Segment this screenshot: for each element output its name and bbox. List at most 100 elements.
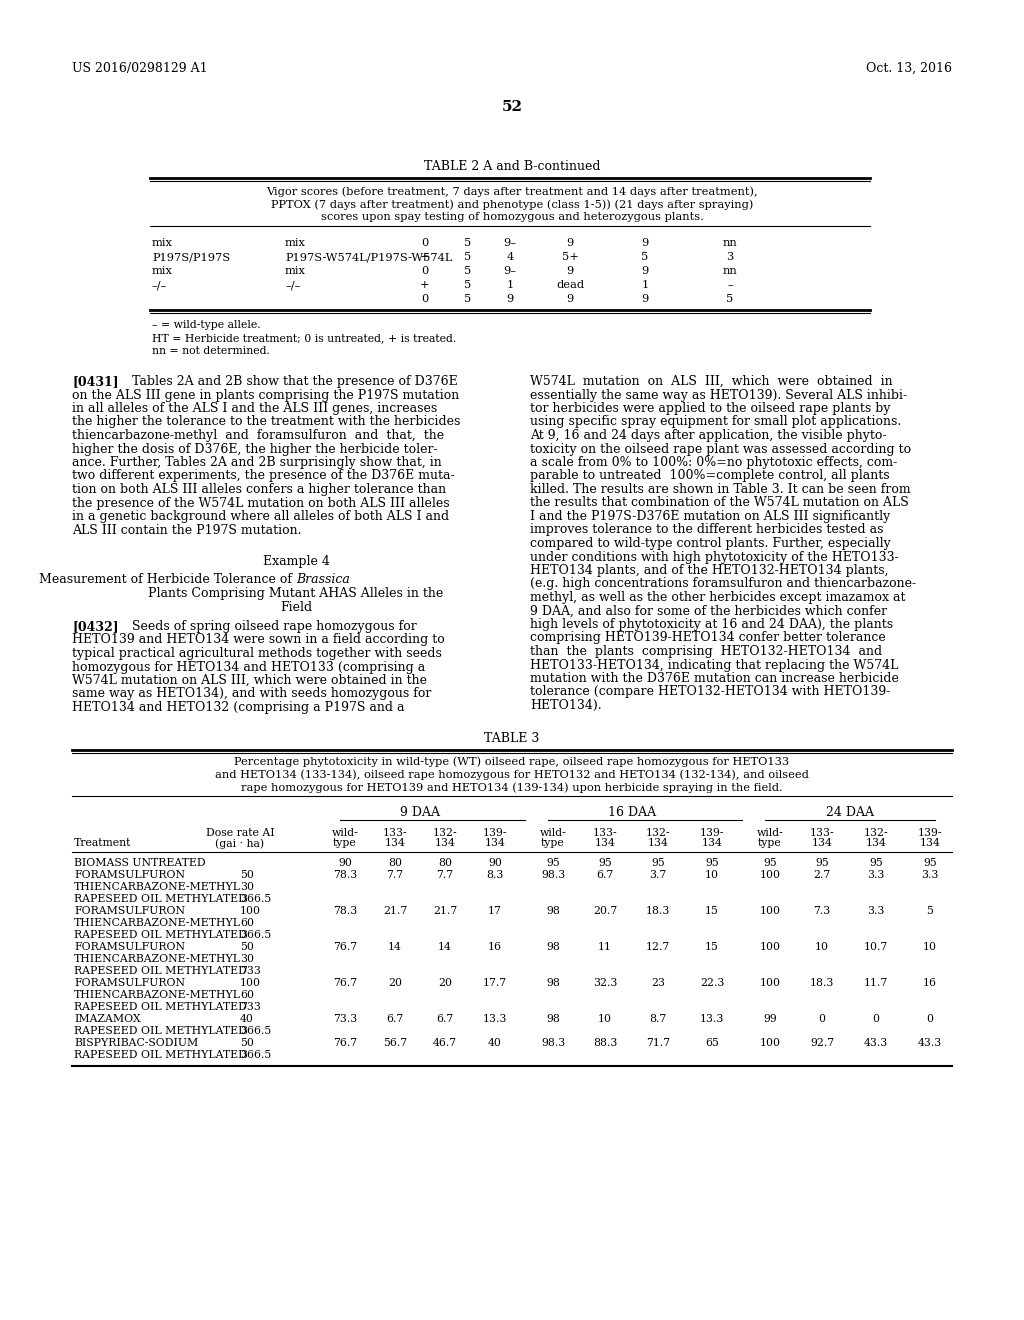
Text: than  the  plants  comprising  HETO132-HETO134  and: than the plants comprising HETO132-HETO1… bbox=[530, 645, 882, 657]
Text: 56.7: 56.7 bbox=[383, 1038, 408, 1048]
Text: FORAMSULFURON: FORAMSULFURON bbox=[74, 870, 185, 879]
Text: FORAMSULFURON: FORAMSULFURON bbox=[74, 941, 185, 952]
Text: 24 DAA: 24 DAA bbox=[826, 805, 874, 818]
Text: Oct. 13, 2016: Oct. 13, 2016 bbox=[866, 62, 952, 75]
Text: 71.7: 71.7 bbox=[646, 1038, 670, 1048]
Text: 76.7: 76.7 bbox=[333, 978, 357, 987]
Text: 5: 5 bbox=[464, 294, 472, 304]
Text: 5: 5 bbox=[464, 267, 472, 276]
Text: 134: 134 bbox=[434, 838, 456, 849]
Text: THIENCARBAZONE-METHYL: THIENCARBAZONE-METHYL bbox=[74, 882, 241, 891]
Text: 60: 60 bbox=[240, 917, 254, 928]
Text: THIENCARBAZONE-METHYL: THIENCARBAZONE-METHYL bbox=[74, 953, 241, 964]
Text: HETO139 and HETO134 were sown in a field according to: HETO139 and HETO134 were sown in a field… bbox=[72, 634, 444, 647]
Text: 733: 733 bbox=[240, 965, 261, 975]
Text: P197S-W574L/P197S-W574L: P197S-W574L/P197S-W574L bbox=[285, 252, 453, 261]
Text: 98.3: 98.3 bbox=[541, 870, 565, 879]
Text: 134: 134 bbox=[385, 838, 406, 849]
Text: RAPESEED OIL METHYLATED: RAPESEED OIL METHYLATED bbox=[74, 929, 247, 940]
Text: 6.7: 6.7 bbox=[436, 1014, 454, 1023]
Text: 17: 17 bbox=[488, 906, 502, 916]
Text: 100: 100 bbox=[760, 906, 780, 916]
Text: Seeds of spring oilseed rape homozygous for: Seeds of spring oilseed rape homozygous … bbox=[120, 620, 417, 634]
Text: toxicity on the oilseed rape plant was assessed according to: toxicity on the oilseed rape plant was a… bbox=[530, 442, 911, 455]
Text: 50: 50 bbox=[240, 941, 254, 952]
Text: 60: 60 bbox=[240, 990, 254, 999]
Text: 98: 98 bbox=[546, 941, 560, 952]
Text: higher the dosis of D376E, the higher the herbicide toler-: higher the dosis of D376E, the higher th… bbox=[72, 442, 437, 455]
Text: 16 DAA: 16 DAA bbox=[608, 805, 656, 818]
Text: FORAMSULFURON: FORAMSULFURON bbox=[74, 978, 185, 987]
Text: 134: 134 bbox=[647, 838, 669, 849]
Text: wild-: wild- bbox=[332, 828, 358, 837]
Text: 9: 9 bbox=[566, 238, 573, 248]
Text: 8.7: 8.7 bbox=[649, 1014, 667, 1023]
Text: 2.7: 2.7 bbox=[813, 870, 830, 879]
Text: homozygous for HETO134 and HETO133 (comprising a: homozygous for HETO134 and HETO133 (comp… bbox=[72, 660, 425, 673]
Text: RAPESEED OIL METHYLATED: RAPESEED OIL METHYLATED bbox=[74, 965, 247, 975]
Text: wild-: wild- bbox=[540, 828, 566, 837]
Text: 1: 1 bbox=[641, 280, 648, 290]
Text: tolerance (compare HETO132-HETO134 with HETO139-: tolerance (compare HETO132-HETO134 with … bbox=[530, 685, 891, 698]
Text: 20.7: 20.7 bbox=[593, 906, 617, 916]
Text: W574L  mutation  on  ALS  III,  which  were  obtained  in: W574L mutation on ALS III, which were ob… bbox=[530, 375, 893, 388]
Text: 366.5: 366.5 bbox=[240, 1026, 271, 1035]
Text: [0432]: [0432] bbox=[72, 620, 119, 634]
Text: 14: 14 bbox=[438, 941, 452, 952]
Text: – = wild-type allele.: – = wild-type allele. bbox=[152, 319, 261, 330]
Text: HETO134).: HETO134). bbox=[530, 700, 602, 711]
Text: 139-: 139- bbox=[482, 828, 507, 837]
Text: 9: 9 bbox=[641, 238, 648, 248]
Text: P197S/P197S: P197S/P197S bbox=[152, 252, 230, 261]
Text: 100: 100 bbox=[760, 870, 780, 879]
Text: 133-: 133- bbox=[593, 828, 617, 837]
Text: 10: 10 bbox=[815, 941, 829, 952]
Text: Treatment: Treatment bbox=[74, 838, 131, 849]
Text: 65: 65 bbox=[706, 1038, 719, 1048]
Text: 7.7: 7.7 bbox=[386, 870, 403, 879]
Text: FORAMSULFURON: FORAMSULFURON bbox=[74, 906, 185, 916]
Text: mutation with the D376E mutation can increase herbicide: mutation with the D376E mutation can inc… bbox=[530, 672, 899, 685]
Text: and HETO134 (133-134), oilseed rape homozygous for HETO132 and HETO134 (132-134): and HETO134 (133-134), oilseed rape homo… bbox=[215, 770, 809, 780]
Text: 76.7: 76.7 bbox=[333, 1038, 357, 1048]
Text: type: type bbox=[758, 838, 782, 849]
Text: 80: 80 bbox=[438, 858, 452, 867]
Text: 3.3: 3.3 bbox=[867, 906, 885, 916]
Text: Brassica: Brassica bbox=[296, 573, 350, 586]
Text: rape homozygous for HETO139 and HETO134 (139-134) upon herbicide spraying in the: rape homozygous for HETO139 and HETO134 … bbox=[241, 783, 783, 793]
Text: 0: 0 bbox=[872, 1014, 880, 1023]
Text: 9–: 9– bbox=[504, 267, 516, 276]
Text: 99: 99 bbox=[763, 1014, 777, 1023]
Text: 95: 95 bbox=[546, 858, 560, 867]
Text: 16: 16 bbox=[488, 941, 502, 952]
Text: RAPESEED OIL METHYLATED: RAPESEED OIL METHYLATED bbox=[74, 1026, 247, 1035]
Text: 88.3: 88.3 bbox=[593, 1038, 617, 1048]
Text: the results that combination of the W574L mutation on ALS: the results that combination of the W574… bbox=[530, 496, 908, 510]
Text: At 9, 16 and 24 days after application, the visible phyto-: At 9, 16 and 24 days after application, … bbox=[530, 429, 887, 442]
Text: 366.5: 366.5 bbox=[240, 1049, 271, 1060]
Text: Dose rate AI: Dose rate AI bbox=[206, 828, 274, 837]
Text: 98: 98 bbox=[546, 978, 560, 987]
Text: 15: 15 bbox=[706, 941, 719, 952]
Text: THIENCARBAZONE-METHYL: THIENCARBAZONE-METHYL bbox=[74, 917, 241, 928]
Text: 78.3: 78.3 bbox=[333, 906, 357, 916]
Text: 76.7: 76.7 bbox=[333, 941, 357, 952]
Text: thiencarbazone-methyl  and  foramsulfuron  and  that,  the: thiencarbazone-methyl and foramsulfuron … bbox=[72, 429, 444, 442]
Text: mix: mix bbox=[285, 267, 306, 276]
Text: 100: 100 bbox=[240, 978, 261, 987]
Text: 9: 9 bbox=[566, 267, 573, 276]
Text: 23: 23 bbox=[651, 978, 665, 987]
Text: typical practical agricultural methods together with seeds: typical practical agricultural methods t… bbox=[72, 647, 442, 660]
Text: tion on both ALS III alleles confers a higher tolerance than: tion on both ALS III alleles confers a h… bbox=[72, 483, 446, 496]
Text: 98: 98 bbox=[546, 1014, 560, 1023]
Text: RAPESEED OIL METHYLATED: RAPESEED OIL METHYLATED bbox=[74, 1049, 247, 1060]
Text: Plants Comprising Mutant AHAS Alleles in the: Plants Comprising Mutant AHAS Alleles in… bbox=[148, 587, 443, 601]
Text: 90: 90 bbox=[338, 858, 352, 867]
Text: 30: 30 bbox=[240, 953, 254, 964]
Text: 132-: 132- bbox=[646, 828, 671, 837]
Text: 5: 5 bbox=[927, 906, 934, 916]
Text: 366.5: 366.5 bbox=[240, 929, 271, 940]
Text: 90: 90 bbox=[488, 858, 502, 867]
Text: HT = Herbicide treatment; 0 is untreated, + is treated.: HT = Herbicide treatment; 0 is untreated… bbox=[152, 333, 457, 343]
Text: 92.7: 92.7 bbox=[810, 1038, 835, 1048]
